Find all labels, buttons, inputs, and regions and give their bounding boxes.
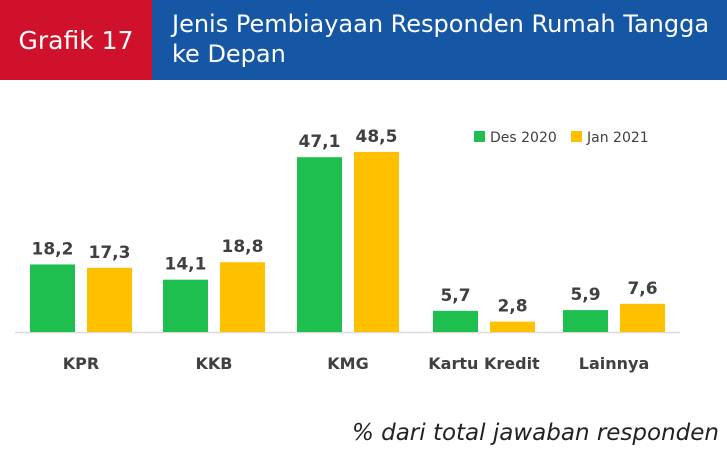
x-tick-label: KMG	[327, 354, 368, 373]
x-tick-label: Lainnya	[579, 354, 649, 373]
bar-value-label: 5,9	[570, 285, 600, 305]
legend-swatch-des-2020	[474, 131, 485, 142]
bar-jan-2021	[490, 321, 535, 332]
bar-jan-2021	[620, 303, 665, 332]
bar-des-2020	[433, 310, 478, 332]
legend-swatch-jan-2021	[571, 131, 582, 142]
bar-value-label: 2,8	[497, 297, 527, 317]
x-tick-label: KPR	[63, 354, 99, 373]
chart-number-badge: Grafik 17	[0, 0, 152, 80]
footnote: % dari total jawaban responden	[351, 420, 719, 446]
bar-jan-2021	[87, 267, 132, 332]
bar-value-label: 14,1	[165, 255, 207, 275]
legend-label-jan-2021: Jan 2021	[586, 130, 649, 146]
bar-chart: 18,2 14,1 47,1 5,7 5,9 17,3 18,8 48,5 2,8 7,6 KPR K…	[15, 127, 680, 373]
chart-title: Jenis Pembiayaan Responden Rumah Tangga …	[172, 10, 710, 68]
bar-des-2020	[297, 157, 342, 332]
bar-jan-2021	[220, 262, 265, 332]
bar-value-label: 17,3	[89, 243, 131, 263]
bar-des-2020	[563, 310, 608, 332]
chart-number-label: Grafik 17	[18, 25, 134, 55]
bar-value-label: 18,8	[222, 237, 264, 257]
bar-jan-2021	[354, 152, 399, 332]
bar-value-label: 47,1	[299, 132, 341, 152]
bar-value-label: 48,5	[356, 127, 398, 147]
bar-des-2020	[30, 264, 75, 332]
bar-des-2020	[163, 279, 208, 332]
bar-value-label: 5,7	[440, 286, 470, 306]
bar-value-label: 7,6	[627, 279, 657, 299]
bar-value-label: 18,2	[32, 239, 74, 259]
x-tick-label: KKB	[196, 354, 233, 373]
x-tick-label: Kartu Kredit	[428, 354, 540, 373]
legend-label-des-2020: Des 2020	[490, 130, 557, 146]
